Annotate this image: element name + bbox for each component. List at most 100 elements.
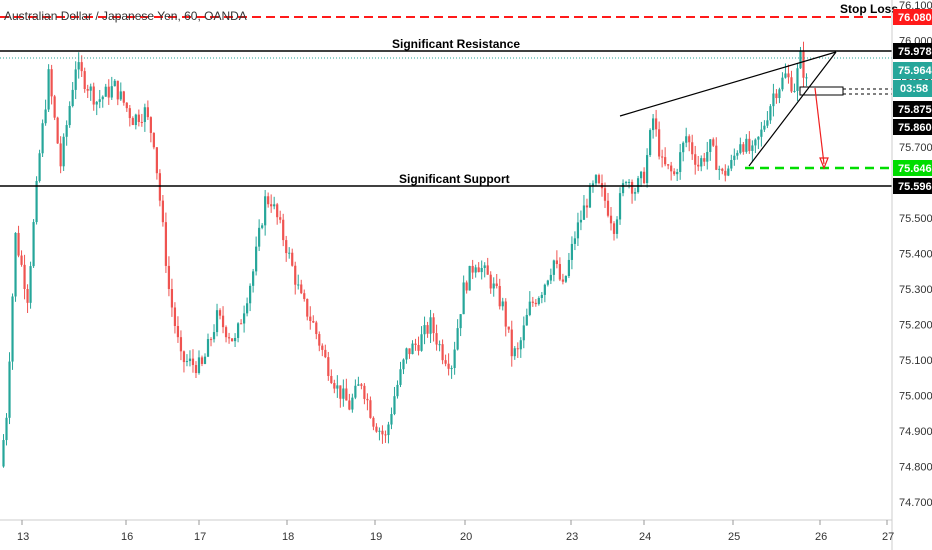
candle-body bbox=[444, 360, 446, 364]
candle-body bbox=[399, 369, 401, 385]
x-tick-label: 25 bbox=[728, 531, 740, 543]
candle-body bbox=[339, 385, 341, 398]
candle-body bbox=[41, 123, 43, 153]
candle-body bbox=[141, 122, 143, 123]
y-tick-label: 75.700 bbox=[899, 142, 932, 154]
candle-body bbox=[781, 78, 783, 90]
x-tick-label: 20 bbox=[460, 531, 472, 543]
candle-body bbox=[405, 348, 407, 359]
candle-body bbox=[742, 144, 744, 152]
candle-body bbox=[700, 158, 702, 166]
candle-body bbox=[393, 396, 395, 414]
candle-body bbox=[790, 77, 792, 91]
x-tick-label: 23 bbox=[566, 531, 578, 543]
y-tick-label: 74.700 bbox=[899, 497, 932, 509]
candle-body bbox=[357, 384, 359, 385]
chart-title: Australian Dollar / Japanese Yen, 60, OA… bbox=[4, 9, 247, 23]
candle-body bbox=[111, 86, 113, 97]
candle-body bbox=[526, 315, 528, 325]
candle-body bbox=[429, 317, 431, 333]
candle-body bbox=[625, 182, 627, 183]
candle-body bbox=[5, 418, 7, 440]
candle-body bbox=[96, 102, 98, 105]
candle-body bbox=[682, 143, 684, 152]
candle-body bbox=[87, 89, 89, 91]
candle-body bbox=[505, 301, 507, 326]
candle-body bbox=[799, 52, 801, 69]
candle-body bbox=[411, 344, 413, 354]
candle-body bbox=[502, 301, 504, 306]
candle-body bbox=[381, 431, 383, 435]
x-tick-label: 18 bbox=[282, 531, 294, 543]
candle-body bbox=[225, 327, 227, 337]
candle-body bbox=[48, 69, 50, 109]
candle-body bbox=[441, 344, 443, 360]
candle-body bbox=[120, 91, 122, 99]
candle-body bbox=[475, 267, 477, 272]
candle-body bbox=[775, 94, 777, 99]
candle-body bbox=[210, 339, 212, 340]
candle-body bbox=[547, 281, 549, 285]
candle-body bbox=[354, 386, 356, 398]
candle-body bbox=[270, 204, 272, 206]
candle-body bbox=[342, 388, 344, 398]
y-tick-label: 74.900 bbox=[899, 426, 932, 438]
candle-body bbox=[396, 385, 398, 396]
candle-body bbox=[276, 204, 278, 217]
candle-body bbox=[279, 217, 281, 220]
candle-body bbox=[126, 103, 128, 108]
candle-body bbox=[532, 302, 534, 303]
candle-body bbox=[258, 228, 260, 247]
candle-body bbox=[2, 440, 4, 466]
candle-body bbox=[273, 204, 275, 206]
candle-body bbox=[69, 106, 71, 125]
candle-body bbox=[129, 108, 131, 118]
candle-body bbox=[249, 286, 251, 303]
candle-body bbox=[637, 178, 639, 192]
target-tag: 75.646 bbox=[898, 163, 932, 175]
candle-body bbox=[35, 181, 37, 222]
candle-body bbox=[183, 351, 185, 362]
candle-body bbox=[586, 205, 588, 207]
bar-high-tag: 75.875 bbox=[898, 104, 932, 116]
candle-body bbox=[135, 115, 137, 125]
candle-body bbox=[772, 94, 774, 107]
candle-body bbox=[246, 303, 248, 313]
candle-body bbox=[144, 107, 146, 122]
candle-body bbox=[237, 323, 239, 338]
candle-body bbox=[207, 339, 209, 357]
candle-body bbox=[694, 154, 696, 165]
candle-body bbox=[703, 158, 705, 162]
candle-body bbox=[240, 323, 242, 324]
x-tick-label: 16 bbox=[121, 531, 133, 543]
x-tick-label: 13 bbox=[17, 531, 29, 543]
candle-body bbox=[466, 282, 468, 290]
candle-body bbox=[216, 310, 218, 332]
candle-body bbox=[99, 99, 101, 102]
candle-body bbox=[306, 299, 308, 317]
candle-body bbox=[805, 77, 807, 78]
candle-body bbox=[201, 357, 203, 364]
candle-body bbox=[363, 386, 365, 399]
candle-body bbox=[706, 152, 708, 162]
candle-body bbox=[159, 173, 161, 200]
candle-body bbox=[745, 139, 747, 152]
candle-body bbox=[108, 87, 110, 98]
candle-body bbox=[63, 137, 65, 167]
x-tick-label: 19 bbox=[370, 531, 382, 543]
candle-body bbox=[748, 139, 750, 151]
candle-body bbox=[309, 317, 311, 321]
candle-body bbox=[177, 326, 179, 337]
candle-body bbox=[727, 169, 729, 176]
candle-body bbox=[156, 147, 158, 173]
candle-body bbox=[32, 222, 34, 266]
candle-body bbox=[610, 216, 612, 224]
candle-body bbox=[219, 310, 221, 316]
candle-body bbox=[366, 399, 368, 400]
candle-body bbox=[180, 337, 182, 351]
y-tick-label: 75.500 bbox=[899, 213, 932, 225]
y-tick-label: 75.000 bbox=[899, 391, 932, 403]
candle-body bbox=[123, 91, 125, 102]
candle-body bbox=[784, 73, 786, 77]
